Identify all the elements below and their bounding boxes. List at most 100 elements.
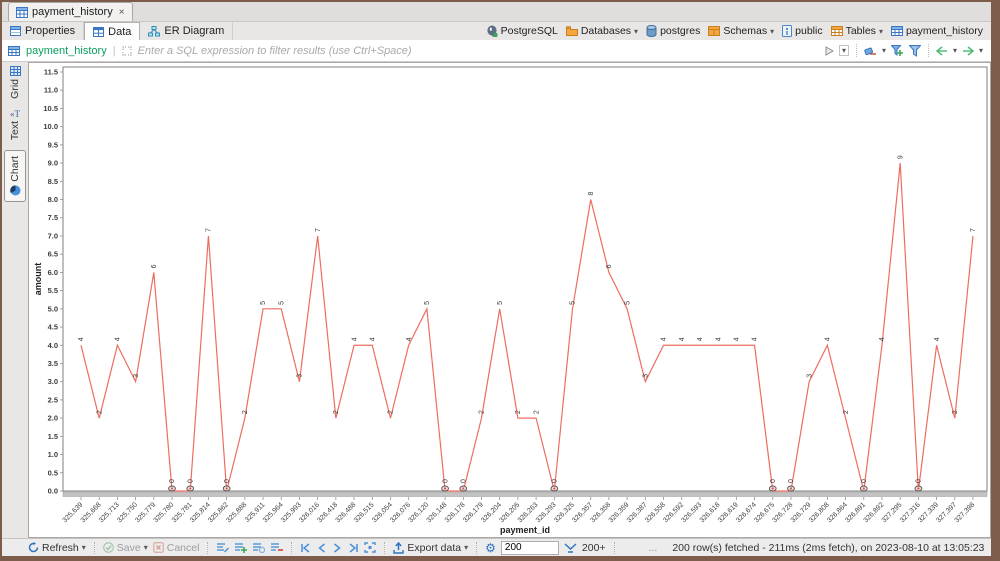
- svg-text:4: 4: [752, 337, 759, 341]
- breadcrumb-item-schema[interactable]: public: [780, 25, 824, 37]
- sub-tab-bar: Properties Data ER Diagram PostgreSQL: [2, 22, 991, 40]
- tables-folder-icon: [830, 26, 843, 36]
- svg-text:0.0: 0.0: [48, 487, 58, 496]
- breadcrumb-item-database[interactable]: postgres: [644, 25, 702, 37]
- tab-text[interactable]: «T Text: [5, 108, 25, 140]
- fetch-next-segment-icon[interactable]: [564, 542, 577, 553]
- svg-text:4: 4: [115, 337, 122, 341]
- clear-filter-icon[interactable]: [864, 45, 877, 56]
- focus-row-icon[interactable]: [364, 542, 377, 553]
- status-message: 200 row(s) fetched - 211ms (2ms fetch), …: [672, 541, 985, 554]
- save-filter-icon[interactable]: [890, 44, 904, 57]
- svg-text:4: 4: [734, 337, 741, 341]
- svg-text:5.0: 5.0: [48, 304, 58, 313]
- tab-data-label: Data: [108, 25, 132, 38]
- svg-text:payment_id: payment_id: [500, 525, 550, 535]
- duplicate-row-icon[interactable]: [252, 542, 266, 553]
- chart-panel: 0.0 0.5 1.0 1.5 2.0 2.5 3.0 3.5 4.0 4.5 5.0 5.5 6.0 6…: [28, 62, 991, 538]
- delete-row-icon[interactable]: [270, 542, 284, 553]
- execute-dropdown-icon[interactable]: ▾: [838, 45, 849, 56]
- refresh-button[interactable]: Refresh ▾: [28, 542, 86, 554]
- svg-text:4.0: 4.0: [48, 341, 58, 350]
- fetch-more-button[interactable]: 200+: [581, 541, 606, 554]
- history-forward-icon[interactable]: [962, 45, 974, 56]
- svg-text:4: 4: [934, 337, 941, 341]
- tab-grid[interactable]: Grid: [5, 66, 25, 99]
- custom-filters-icon[interactable]: [908, 44, 921, 57]
- close-icon[interactable]: ×: [118, 6, 125, 18]
- export-dropdown-icon[interactable]: ▾: [464, 543, 469, 552]
- svg-text:7: 7: [970, 228, 977, 232]
- svg-text:0: 0: [552, 479, 559, 483]
- last-row-icon[interactable]: [347, 542, 359, 553]
- tab-chart[interactable]: Chart: [4, 150, 26, 202]
- history-forward-dropdown-icon[interactable]: ▾: [978, 46, 983, 55]
- schema-icon: [782, 25, 793, 37]
- svg-text:2: 2: [843, 410, 850, 414]
- history-back-icon[interactable]: [935, 45, 948, 56]
- tab-text-label: Text: [9, 121, 21, 141]
- export-data-button[interactable]: Export data ▾: [393, 541, 469, 554]
- svg-text:5: 5: [424, 301, 431, 305]
- svg-text:11.0: 11.0: [44, 86, 58, 95]
- filter-toolbar: ▾ ▾ ▾ ▾: [825, 44, 985, 57]
- chevron-down-icon: ▾: [770, 26, 775, 36]
- results-area: Grid «T Text Chart 0.0 0.5 1.0 1.5 2.0 2.5 3.0…: [2, 62, 991, 538]
- svg-text:1.0: 1.0: [48, 450, 58, 459]
- svg-text:3: 3: [643, 374, 650, 378]
- databases-folder-icon: [565, 26, 578, 36]
- svg-text:4: 4: [679, 337, 686, 341]
- svg-text:7: 7: [206, 228, 213, 232]
- execute-filter-icon[interactable]: [825, 45, 834, 56]
- fetch-settings-gear-icon[interactable]: ⚙: [485, 540, 496, 555]
- svg-text:8: 8: [588, 192, 595, 196]
- first-row-icon[interactable]: [300, 542, 312, 553]
- svg-text:5: 5: [624, 301, 631, 305]
- svg-text:5: 5: [260, 301, 267, 305]
- save-button[interactable]: Save ▾: [102, 542, 148, 554]
- svg-text:5.5: 5.5: [48, 286, 58, 295]
- svg-text:1.5: 1.5: [48, 432, 58, 441]
- fetch-size-input[interactable]: [500, 540, 559, 555]
- tab-er-diagram[interactable]: ER Diagram: [140, 22, 234, 40]
- previous-row-icon[interactable]: [317, 542, 327, 553]
- tab-data[interactable]: Data: [84, 22, 141, 40]
- active-table-name: payment_history: [26, 44, 107, 57]
- cancel-button[interactable]: Cancel: [153, 542, 199, 554]
- breadcrumb-item-table[interactable]: payment_history: [889, 25, 985, 37]
- svg-text:2.5: 2.5: [48, 395, 58, 404]
- history-back-dropdown-icon[interactable]: ▾: [952, 46, 957, 55]
- overflow-ellipsis[interactable]: ...: [648, 541, 658, 554]
- presentation-tab-strip: Grid «T Text Chart: [2, 62, 28, 538]
- svg-text:9.5: 9.5: [48, 140, 58, 149]
- svg-text:4: 4: [825, 337, 832, 341]
- save-dropdown-icon[interactable]: ▾: [143, 543, 148, 552]
- svg-text:5: 5: [570, 301, 577, 305]
- clear-filter-dropdown-icon[interactable]: ▾: [881, 46, 886, 55]
- tab-properties[interactable]: Properties: [2, 22, 85, 40]
- edit-cell-icon[interactable]: [216, 542, 230, 553]
- svg-text:7.5: 7.5: [48, 213, 58, 222]
- breadcrumb-item-tables[interactable]: Tables ▾: [829, 25, 885, 37]
- breadcrumb: PostgreSQL Databases ▾ postgres Schemas: [484, 22, 991, 40]
- svg-text:4.5: 4.5: [48, 323, 58, 332]
- svg-text:8.0: 8.0: [48, 195, 58, 204]
- svg-text:0: 0: [770, 479, 777, 483]
- breadcrumb-item-schemas[interactable]: Schemas ▾: [706, 25, 776, 37]
- svg-text:3: 3: [133, 374, 140, 378]
- svg-text:10.0: 10.0: [43, 122, 58, 131]
- next-row-icon[interactable]: [332, 542, 342, 553]
- export-icon: [393, 541, 405, 554]
- breadcrumb-item-connection[interactable]: PostgreSQL: [484, 25, 560, 37]
- expand-filter-icon[interactable]: [122, 46, 132, 56]
- svg-text:0: 0: [169, 479, 176, 483]
- breadcrumb-item-databases[interactable]: Databases ▾: [564, 25, 640, 37]
- svg-text:0: 0: [916, 479, 923, 483]
- grid-icon: [9, 66, 21, 76]
- filter-input[interactable]: Enter a SQL expression to filter results…: [137, 44, 412, 57]
- add-row-icon[interactable]: [234, 542, 248, 553]
- refresh-dropdown-icon[interactable]: ▾: [81, 543, 86, 552]
- tab-payment-history[interactable]: payment_history ×: [8, 2, 133, 21]
- svg-text:2: 2: [479, 410, 486, 414]
